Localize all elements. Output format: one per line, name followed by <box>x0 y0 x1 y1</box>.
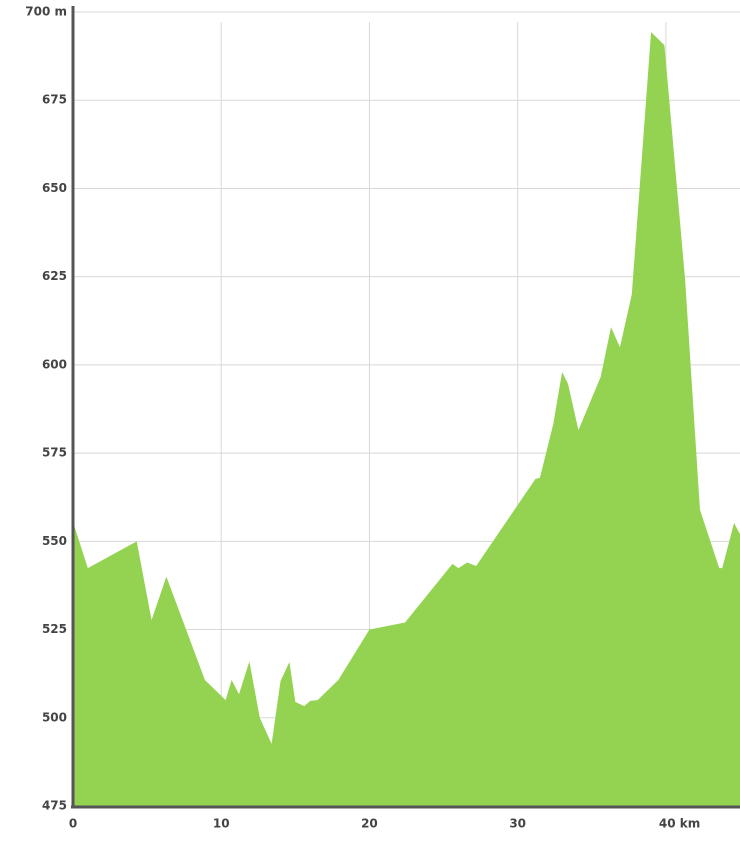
x-tick-label: 0 <box>69 817 77 831</box>
elevation-area <box>73 32 740 806</box>
y-tick-label: 625 <box>42 269 67 283</box>
y-tick-label: 575 <box>42 446 67 460</box>
x-tick-label: 30 <box>509 817 526 831</box>
y-tick-label: 500 <box>42 710 67 724</box>
x-tick-label: 40 km <box>659 817 700 831</box>
y-tick-label: 600 <box>42 357 67 371</box>
y-tick-label: 650 <box>42 181 67 195</box>
y-tick-label: 700 m <box>25 5 67 19</box>
y-tick-label: 525 <box>42 622 67 636</box>
x-tick-label: 20 <box>361 817 378 831</box>
y-tick-label: 550 <box>42 534 67 548</box>
y-tick-label: 675 <box>42 93 67 107</box>
y-tick-label: 475 <box>42 799 67 813</box>
x-tick-label: 10 <box>213 817 230 831</box>
